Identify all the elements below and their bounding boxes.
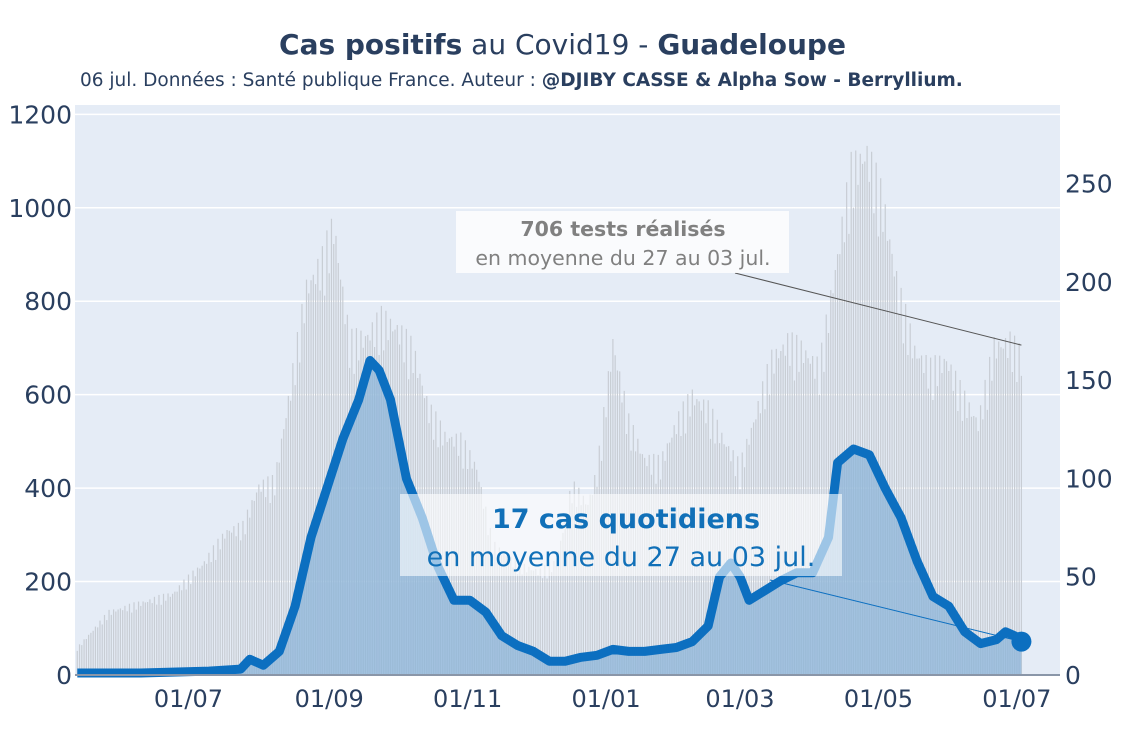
x-tick-label: 01/05 [844,685,913,713]
left-tick-label: 800 [24,287,72,316]
x-tick-label: 01/07 [982,685,1051,713]
tests-annotation-detail: en moyenne du 27 au 03 jul. [475,246,770,270]
left-axis: 0 200 400 600 800 1000 1200 [8,100,72,690]
cases-line [77,356,1025,678]
tests-annotation-box [456,211,789,273]
right-tick-label: 200 [1065,268,1113,297]
left-tick-label: 0 [56,661,72,690]
right-axis: 0 50 100 150 200 250 [1065,170,1113,690]
right-tick-label: 50 [1065,563,1097,592]
x-tick-label: 01/03 [705,685,774,713]
tests-annotation-headline: 706 tests réalisés [520,217,725,241]
right-tick-label: 100 [1065,464,1113,493]
x-tick-label: 01/07 [154,685,223,713]
x-tick-label: 01/09 [295,685,364,713]
title-region: Guadeloupe [657,28,846,61]
chart-title: Cas positifs au Covid19 - Guadeloupe [0,28,1125,61]
x-tick-label: 01/01 [571,685,640,713]
left-tick-label: 400 [24,474,72,503]
cases-annotation-headline: 17 cas quotidiens [492,504,760,535]
left-tick-label: 1200 [8,100,72,129]
left-tick-label: 200 [24,568,72,597]
right-tick-label: 250 [1065,170,1113,199]
cases-annotation-leader [769,579,1022,643]
tests-annotation-leader [734,272,1022,346]
x-tick-label: 01/11 [433,685,502,713]
title-bold: Cas positifs [279,28,463,61]
cases-area-fill [77,360,1022,675]
title-middle: au Covid19 - [462,28,658,61]
left-tick-label: 600 [24,381,72,410]
left-tick-label: 1000 [8,194,72,223]
cases-annotation-detail: en moyenne du 27 au 03 jul. [427,542,816,573]
right-tick-label: 150 [1065,366,1113,395]
cases-annotation-box [400,494,842,576]
subtitle-authors: @DJIBY CASSE & Alpha Sow - Berryllium. [541,70,963,91]
chart-subtitle: 06 jul. Données : Santé publique France.… [80,70,963,91]
x-axis: 01/07 01/09 01/11 01/01 01/03 01/05 01/07 [154,685,1052,713]
right-tick-label: 0 [1065,661,1081,690]
subtitle-source: 06 jul. Données : Santé publique France.… [80,70,542,91]
